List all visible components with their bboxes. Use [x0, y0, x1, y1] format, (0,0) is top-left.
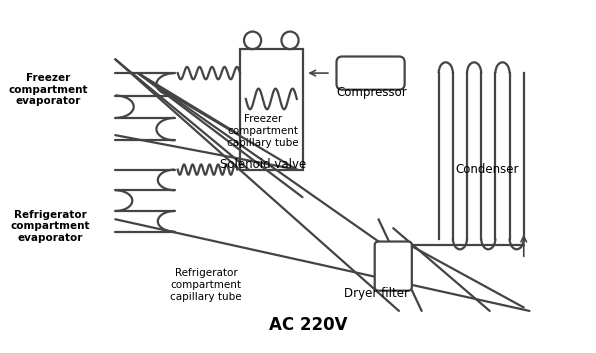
Text: Freezer
compartment
evaporator: Freezer compartment evaporator — [8, 73, 88, 106]
FancyBboxPatch shape — [375, 241, 412, 291]
Text: Freezer
compartment
capillary tube: Freezer compartment capillary tube — [227, 114, 299, 148]
Text: Refrigerator
compartment
evaporator: Refrigerator compartment evaporator — [10, 210, 90, 243]
Bar — [240, 49, 303, 169]
Text: Refrigerator
compartment
capillary tube: Refrigerator compartment capillary tube — [170, 269, 242, 302]
Text: Condenser: Condenser — [456, 163, 519, 176]
Text: Dryer filter: Dryer filter — [344, 287, 409, 300]
Text: Solenoid valve: Solenoid valve — [220, 158, 306, 171]
Text: AC 220V: AC 220V — [269, 316, 347, 334]
Text: Compressor: Compressor — [336, 85, 407, 98]
FancyBboxPatch shape — [337, 56, 405, 90]
